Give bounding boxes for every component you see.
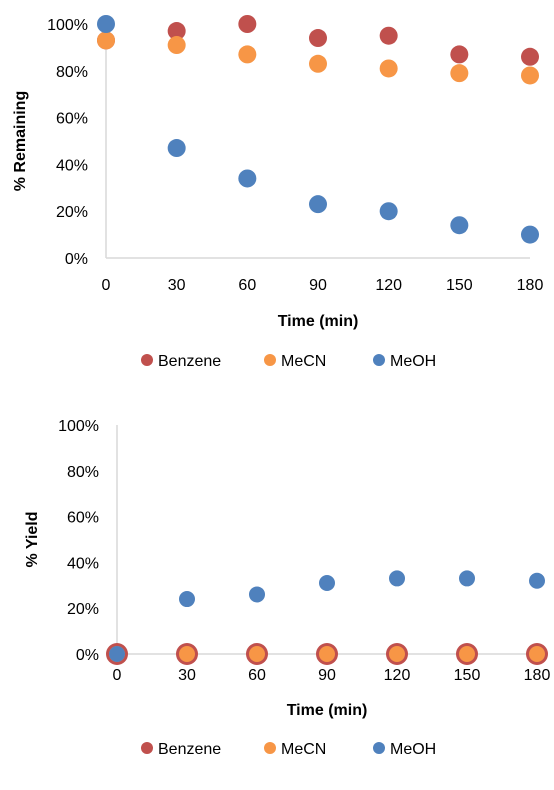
data-point-meoh [459, 570, 475, 587]
legend-marker-benzene [141, 742, 153, 754]
data-point-mecn [249, 646, 265, 662]
x-tick-label: 60 [238, 277, 256, 294]
legend-marker-meoh [373, 354, 385, 366]
data-point-benzene [521, 47, 539, 66]
x-tick-label: 0 [113, 667, 122, 684]
data-point-meoh [309, 195, 327, 214]
x-tick-label: 90 [309, 277, 327, 294]
x-axis-title: Time (min) [287, 702, 368, 719]
data-point-mecn [379, 59, 398, 78]
data-point-mecn [97, 31, 115, 50]
y-tick-label: 100% [58, 418, 99, 435]
x-tick-label: 180 [517, 277, 544, 294]
data-point-meoh [319, 575, 335, 592]
yield-series-meoh [109, 570, 545, 662]
y-tick-label: 20% [56, 204, 88, 221]
x-tick-label: 30 [178, 667, 196, 684]
data-point-benzene [309, 29, 327, 48]
data-point-benzene [238, 15, 257, 33]
data-point-meoh [521, 225, 539, 244]
data-point-benzene [379, 26, 398, 45]
data-point-meoh [109, 646, 125, 662]
y-tick-label: 40% [67, 555, 99, 572]
legend-label-mecn: MeCN [281, 353, 326, 370]
data-point-meoh [529, 572, 545, 589]
legend-label-mecn: MeCN [281, 741, 326, 758]
y-tick-label: 40% [56, 157, 88, 174]
data-point-meoh [379, 202, 398, 221]
remaining-series-meoh [97, 15, 539, 244]
y-axis-title: % Yield [24, 511, 41, 567]
data-point-mecn [319, 646, 335, 662]
x-tick-label: 90 [318, 667, 336, 684]
legend-label-benzene: Benzene [158, 741, 221, 758]
data-point-mecn [521, 66, 539, 85]
y-axis-title: % Remaining [12, 91, 29, 191]
yield-chart: 0% 20% 40% 60% 80% 100% 0 30 60 90 120 150 180 Time (… [24, 418, 551, 758]
y-tick-label: 60% [67, 510, 99, 527]
legend-marker-mecn [264, 742, 276, 754]
legend-label-meoh: MeOH [390, 353, 436, 370]
data-point-mecn [309, 54, 327, 73]
x-tick-label: 150 [446, 277, 473, 294]
x-tick-label: 120 [375, 277, 402, 294]
legend: Benzene MeCN MeOH [141, 741, 436, 758]
y-tick-label: 80% [67, 464, 99, 481]
data-point-meoh [389, 570, 405, 587]
remaining-series-mecn [97, 31, 539, 85]
legend-marker-meoh [373, 742, 385, 754]
y-tick-label: 0% [76, 647, 99, 664]
data-point-mecn [389, 646, 405, 662]
data-point-meoh [450, 216, 469, 235]
data-point-mecn [459, 646, 475, 662]
data-point-benzene [450, 45, 469, 64]
data-point-meoh [167, 139, 186, 158]
legend-label-benzene: Benzene [158, 353, 221, 370]
data-point-mecn [167, 36, 186, 55]
legend-label-meoh: MeOH [390, 741, 436, 758]
data-point-mecn [450, 64, 469, 83]
x-tick-label: 180 [524, 667, 551, 684]
x-tick-label: 60 [248, 667, 266, 684]
legend-marker-benzene [141, 354, 153, 366]
y-tick-label: 20% [67, 601, 99, 618]
legend-marker-mecn [264, 354, 276, 366]
x-tick-label: 150 [454, 667, 481, 684]
x-tick-label: 30 [168, 277, 186, 294]
x-axis-title: Time (min) [278, 313, 359, 330]
y-tick-label: 80% [56, 64, 88, 81]
y-tick-label: 100% [47, 17, 88, 34]
data-point-benzene [167, 22, 186, 41]
y-tick-label: 0% [65, 251, 88, 268]
data-point-mecn [238, 45, 257, 64]
data-point-meoh [179, 591, 195, 608]
y-tick-label: 60% [56, 111, 88, 128]
data-point-meoh [238, 169, 257, 188]
data-point-meoh [249, 586, 265, 603]
remaining-chart: 0% 20% 40% 60% 80% 100% 0 30 60 90 120 150 180 Time (… [12, 15, 544, 370]
data-point-meoh [97, 15, 115, 33]
x-tick-label: 120 [384, 667, 411, 684]
data-point-mecn [179, 646, 195, 662]
data-point-mecn [529, 646, 545, 662]
yield-series-mecn [109, 646, 545, 662]
legend: Benzene MeCN MeOH [141, 353, 436, 370]
x-tick-label: 0 [102, 277, 111, 294]
